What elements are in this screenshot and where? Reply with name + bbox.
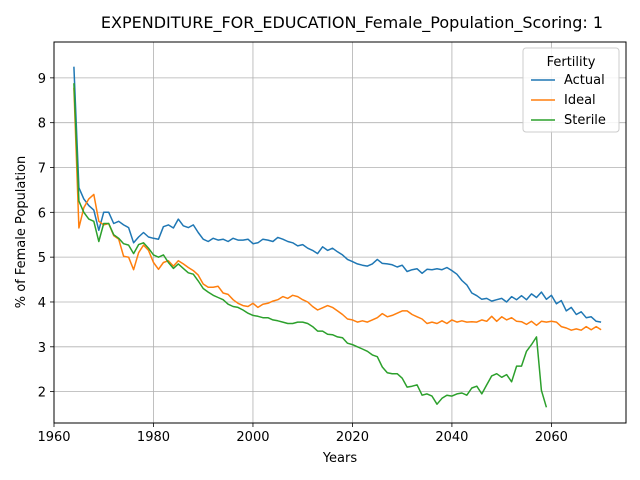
y-tick-label: 9 [38,72,46,87]
legend-label-ideal: Ideal [564,93,596,108]
y-axis-title: % of Female Population [14,156,29,309]
y-tick-label: 2 [38,386,46,401]
x-axis: 1960 1980 2000 2020 2040 2060 [37,423,568,445]
chart-title: EXPENDITURE_FOR_EDUCATION_Female_Populat… [101,13,603,33]
x-tick-label: 1980 [137,430,170,445]
x-tick-label: 2060 [535,430,568,445]
y-tick-label: 6 [38,206,46,221]
series-layer [73,66,602,408]
x-tick-label: 2020 [336,430,369,445]
y-tick-label: 5 [38,251,46,266]
legend-box [522,47,620,133]
y-tick-label: 7 [38,162,46,177]
grid [53,42,626,423]
y-tick-label: 4 [38,296,46,311]
series-line-actual [73,66,602,323]
y-axis: 2 3 4 5 6 7 8 9 [38,72,54,401]
x-tick-label: 1960 [37,430,70,445]
legend-label-sterile: Sterile [564,113,606,128]
legend-label-actual: Actual [564,73,605,88]
legend: Fertility Actual Ideal Sterile [522,47,620,133]
legend-title: Fertility [547,55,596,70]
y-tick-label: 8 [38,117,46,132]
x-axis-title: Years [322,451,358,466]
plot-frame [53,41,627,424]
series-line-sterile [73,83,548,408]
y-tick-label: 3 [38,341,46,356]
x-tick-label: 2040 [435,430,468,445]
series-line-ideal [73,87,602,331]
x-tick-label: 2000 [236,430,269,445]
